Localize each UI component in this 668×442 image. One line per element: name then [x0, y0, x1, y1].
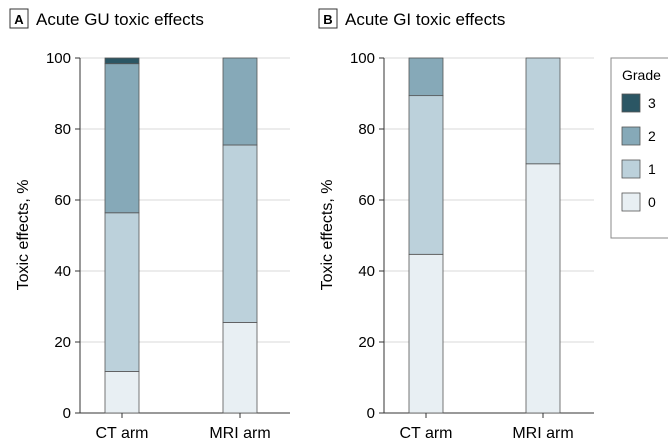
panel-b-y-tick-label: 80	[358, 121, 375, 138]
panel-b-title: Acute GI toxic effects	[345, 10, 505, 29]
legend-swatch-grade-3	[621, 93, 641, 113]
legend-swatch-grade-2	[621, 126, 641, 146]
legend-items: 3 2 1 0	[621, 93, 656, 212]
panel-b-y-tick-label: 0	[367, 405, 375, 422]
panel-a-category-label: MRI arm	[209, 425, 270, 442]
panel-a-plot: 0 20 40 60 80 100 CT arm MRI arm	[46, 50, 290, 442]
panel-b-bar-ct-arm-grade-0	[408, 253, 444, 414]
panel-a-bar-mri-arm-grade-2	[222, 57, 258, 146]
panel-b-plot: 0 20 40 60 80 100 CT arm MRI arm	[350, 50, 594, 442]
panel-a-letter: A	[14, 12, 24, 27]
panel-b-y-tick-label: 60	[358, 192, 375, 209]
panel-a-y-axis-title: Toxic effects, %	[15, 180, 32, 291]
panel-b-letter: B	[323, 12, 332, 27]
legend-label-grade-2: 2	[648, 128, 656, 144]
panel-a-y-tick-label: 60	[54, 192, 71, 209]
legend-swatch-grade-0	[621, 192, 641, 212]
panel-a-y-tick-label: 20	[54, 334, 71, 351]
panel-b-bar-ct-arm-grade-2	[408, 57, 444, 97]
legend-swatch-grade-1	[621, 159, 641, 179]
panel-a-bar-mri-arm-grade-0	[222, 322, 258, 414]
panel-b-category-label: MRI arm	[512, 425, 573, 442]
panel-a-title: Acute GU toxic effects	[36, 10, 204, 29]
panel-b-letter-box	[318, 8, 338, 29]
legend-label-grade-0: 0	[648, 194, 656, 210]
panel-a-y-tick-label: 0	[63, 405, 71, 422]
panel-a-bar-mri-arm-grade-1	[222, 144, 258, 323]
panel-a-y-tick-label: 40	[54, 263, 71, 280]
panel-b-y-axis-title: Toxic effects, %	[319, 180, 336, 291]
panel-b-category-label: CT arm	[399, 425, 452, 442]
panel-b-bar-ct-arm-grade-1	[408, 95, 444, 255]
panel-a-bar-ct-arm-grade-3	[104, 57, 140, 65]
legend-title: Grade	[622, 67, 661, 83]
panel-a-category-label: CT arm	[95, 425, 148, 442]
panel-a-y-tick-label: 80	[54, 121, 71, 138]
legend-label-grade-1: 1	[648, 161, 656, 177]
legend-label-grade-3: 3	[648, 95, 656, 111]
panel-b-bar-mri-arm-grade-1	[525, 57, 561, 165]
panel-b-y-tick-label: 20	[358, 334, 375, 351]
panel-a-letter-box	[9, 8, 29, 29]
panel-a-header: A Acute GU toxic effects	[9, 8, 204, 29]
legend: Grade 3 2 1 0	[610, 57, 668, 239]
panel-a-bar-ct-arm-grade-1	[104, 212, 140, 372]
panel-b-header: B Acute GI toxic effects	[318, 8, 505, 29]
panel-b-y-tick-label: 100	[350, 50, 375, 67]
panel-b-bar-mri-arm-grade-0	[525, 163, 561, 414]
panel-b-y-tick-label: 40	[358, 263, 375, 280]
panel-a-y-tick-label: 100	[46, 50, 71, 67]
panel-a-bar-ct-arm-grade-2	[104, 63, 140, 214]
panel-a-bar-ct-arm-grade-0	[104, 371, 140, 414]
